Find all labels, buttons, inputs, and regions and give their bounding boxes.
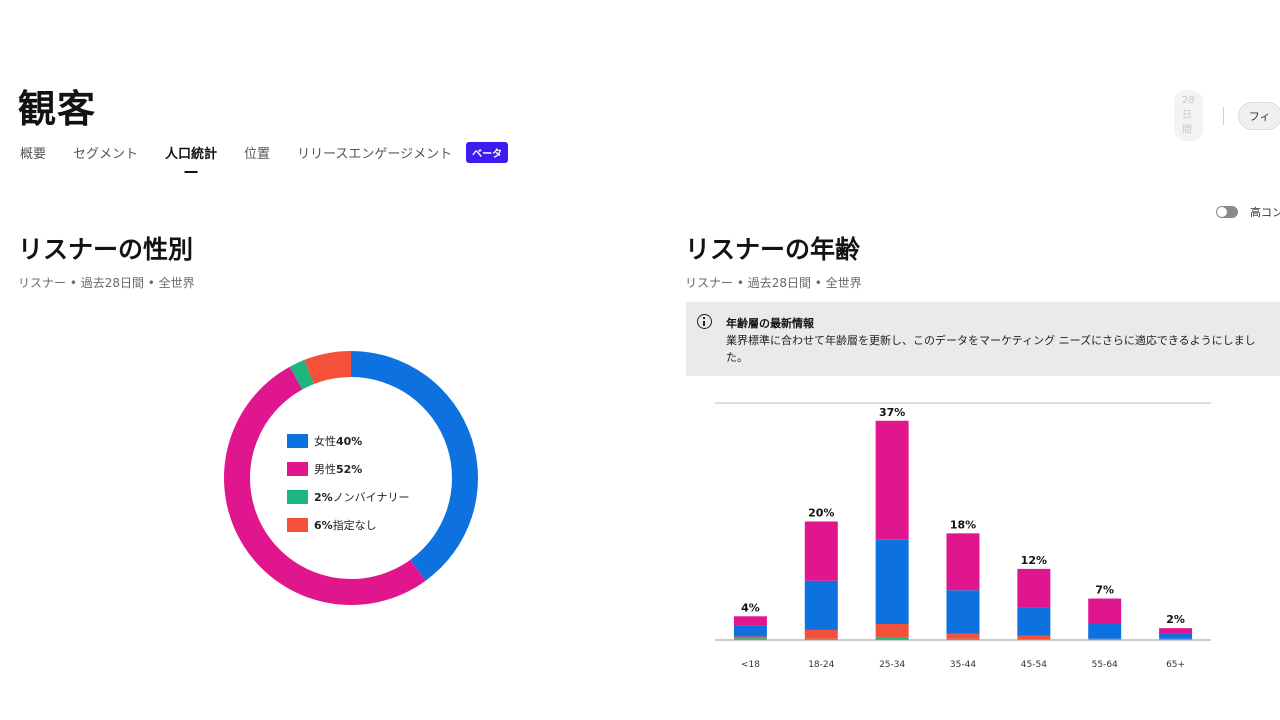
bar-segment <box>733 636 767 639</box>
x-tick-label: 45-54 <box>1021 660 1047 670</box>
bar-segment <box>1088 624 1122 639</box>
legend-swatch-unspecified <box>287 518 308 532</box>
legend-pct-male: 52% <box>336 462 363 476</box>
bar-segment <box>733 625 767 637</box>
bar-segment <box>804 580 838 630</box>
age-title: リスナーの年齢 <box>685 235 861 264</box>
bar-segment <box>804 521 838 581</box>
x-tick-label: 65+ <box>1166 660 1185 670</box>
toggle-switch[interactable] <box>1216 206 1238 218</box>
bar-total-label: 4% <box>741 601 760 614</box>
gender-donut-chart <box>224 351 478 605</box>
bar-segment <box>875 624 909 638</box>
beta-badge: ベータ <box>466 142 509 163</box>
bar-segment <box>804 638 838 640</box>
bar-total-label: 7% <box>1095 584 1114 597</box>
bar-total-label: 18% <box>950 518 976 531</box>
info-body: 業界標準に合わせて年齢層を更新し、このデータをマーケティング ニーズにさらに適応… <box>726 334 1256 364</box>
legend-swatch-female <box>287 434 308 448</box>
header-controls: 28日間 フィ <box>1174 90 1280 141</box>
legend-name-unspecified: 指定なし <box>332 519 377 532</box>
bar-segment <box>946 638 980 640</box>
x-tick-label: 55-64 <box>1092 660 1118 670</box>
bar-segment <box>733 616 767 626</box>
bar-segment <box>1017 568 1051 608</box>
donut-slice-nonbinary <box>289 359 314 390</box>
bar-total-label: 20% <box>808 507 834 520</box>
period-chip[interactable]: 28日間 <box>1174 90 1204 141</box>
high-contrast-toggle[interactable]: 高コン <box>1216 204 1280 220</box>
bar-segment <box>733 638 767 640</box>
legend-item-female: 女性 40% <box>287 427 409 455</box>
bar-segment <box>1017 607 1051 636</box>
legend-swatch-male <box>287 462 308 476</box>
bar-total-label: 12% <box>1021 554 1047 567</box>
toggle-label: 高コン <box>1250 206 1280 219</box>
info-icon <box>697 314 712 329</box>
tab-segments[interactable]: セグメント <box>73 147 139 162</box>
bar-segment <box>1159 628 1193 634</box>
gender-subtitle: リスナー • 過去28日間 • 全世界 <box>18 276 195 290</box>
bar-segment <box>946 533 980 591</box>
bar-segment <box>1159 633 1193 639</box>
bar-total-label: 37% <box>879 406 905 419</box>
bar-segment <box>1088 598 1122 625</box>
age-info-banner: 年齢層の最新情報 業界標準に合わせて年齢層を更新し、このデータをマーケティング … <box>686 302 1280 376</box>
info-title: 年齢層の最新情報 <box>726 317 814 330</box>
bar-segment <box>946 633 980 639</box>
bar-segment <box>875 539 909 625</box>
legend-item-male: 男性 52% <box>287 455 409 483</box>
toggle-knob <box>1217 207 1227 217</box>
tab-demographics[interactable]: 人口統計 <box>165 143 217 162</box>
bar-segment <box>804 629 838 639</box>
bar-segment <box>1088 638 1122 640</box>
legend-item-unspecified: 6% 指定なし <box>287 511 409 539</box>
donut-slice-female <box>351 351 478 581</box>
donut-slice-male <box>224 366 426 605</box>
tab-overview[interactable]: 概要 <box>20 147 47 162</box>
x-tick-label: 18-24 <box>808 660 834 670</box>
filter-chip[interactable]: フィ <box>1237 101 1280 130</box>
gender-legend: 女性 40% 男性 52% 2% ノンバイナリー 6% 指定なし <box>287 427 409 539</box>
bar-segment <box>875 420 909 540</box>
bar-segment <box>875 637 909 640</box>
legend-name-female: 女性 <box>314 435 336 448</box>
age-bar-chart: 4% <18 20% 18-24 37% 25-34 18% 35-44 12% 45-54 7% 5… <box>715 402 1211 670</box>
bar-segment <box>946 590 980 634</box>
tab-location[interactable]: 位置 <box>244 147 271 162</box>
age-subtitle: リスナー • 過去28日間 • 全世界 <box>685 276 862 290</box>
donut-slice-unspecified <box>304 351 351 385</box>
legend-name-nonbinary: ノンバイナリー <box>332 491 410 504</box>
legend-swatch-nonbinary <box>287 490 308 504</box>
x-tick-label: 25-34 <box>879 660 905 670</box>
legend-item-nonbinary: 2% ノンバイナリー <box>287 483 409 511</box>
legend-name-male: 男性 <box>314 463 336 476</box>
tab-bar: 概要 セグメント 人口統計 位置 リリースエンゲージメント ベータ <box>20 142 509 163</box>
page-title: 観客 <box>18 87 97 131</box>
tab-release-engagement[interactable]: リリースエンゲージメント <box>297 147 453 162</box>
gender-title: リスナーの性別 <box>18 235 194 264</box>
bar-segment <box>1159 638 1193 640</box>
bar-segment <box>1017 635 1051 640</box>
x-tick-label: <18 <box>741 660 760 670</box>
x-tick-label: 35-44 <box>950 660 976 670</box>
bar-total-label: 2% <box>1166 613 1185 626</box>
legend-pct-female: 40% <box>336 434 363 448</box>
legend-pct-unspecified: 6% <box>314 518 333 532</box>
legend-pct-nonbinary: 2% <box>314 490 333 504</box>
